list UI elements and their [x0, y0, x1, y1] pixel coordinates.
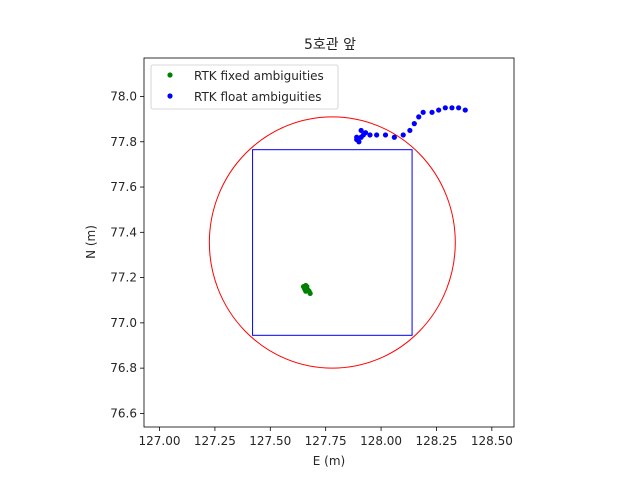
y-tick-label: 76.8	[110, 361, 137, 375]
legend-box	[150, 64, 339, 110]
y-axis-label: N (m)	[84, 225, 98, 259]
fixed-point	[304, 284, 310, 290]
plot-frame	[143, 57, 515, 428]
legend-label-float: RTK float ambiguities	[194, 90, 321, 104]
y-tick-label: 77.4	[110, 225, 137, 239]
float-point	[429, 109, 435, 115]
y-tick-label: 77.0	[110, 316, 137, 330]
x-axis: 127.00 127.25 127.50 127.75 128.00 128.25 128.…	[139, 427, 513, 448]
float-point	[400, 132, 406, 138]
legend-marker-float	[167, 93, 173, 99]
plot-area	[208, 105, 468, 369]
y-axis: 76.6 76.8 77.0 77.2 77.4 77.6 77.8 78.0	[110, 89, 144, 420]
float-point	[420, 109, 426, 115]
y-tick-label: 77.6	[110, 180, 137, 194]
boundary-rectangle	[252, 149, 413, 336]
x-tick-label: 127.25	[194, 434, 236, 448]
legend-marker-fixed	[167, 72, 173, 78]
float-point	[456, 105, 462, 111]
fixed-point	[307, 290, 313, 297]
float-point	[442, 105, 448, 111]
y-tick-label: 76.6	[110, 406, 137, 420]
float-point	[416, 114, 422, 120]
y-tick-label: 77.8	[110, 135, 137, 149]
legend: RTK fixed ambiguities RTK float ambiguit…	[150, 64, 339, 110]
x-tick-label: 127.75	[305, 434, 347, 448]
float-point	[367, 132, 373, 138]
x-tick-label: 128.50	[471, 434, 513, 448]
float-point	[354, 134, 360, 140]
legend-label-fixed: RTK fixed ambiguities	[194, 69, 324, 83]
float-point	[407, 127, 413, 134]
float-point	[358, 127, 364, 134]
float-point	[362, 130, 369, 136]
x-tick-label: 128.25	[415, 434, 457, 448]
float-point	[391, 134, 397, 140]
float-point	[462, 107, 468, 113]
x-tick-label: 127.50	[249, 434, 291, 448]
chart-title: 5호관 앞	[304, 37, 356, 53]
float-point	[449, 105, 455, 111]
float-point	[411, 121, 417, 127]
y-tick-label: 78.0	[110, 89, 137, 103]
y-tick-label: 77.2	[110, 271, 137, 285]
float-point	[436, 107, 442, 113]
float-point	[382, 132, 389, 138]
boundary-circle	[208, 116, 456, 369]
x-tick-label: 128.00	[360, 434, 402, 448]
x-axis-label: E (m)	[313, 454, 345, 468]
float-point	[374, 132, 380, 138]
x-tick-label: 127.00	[139, 434, 181, 448]
float-point	[356, 139, 362, 145]
